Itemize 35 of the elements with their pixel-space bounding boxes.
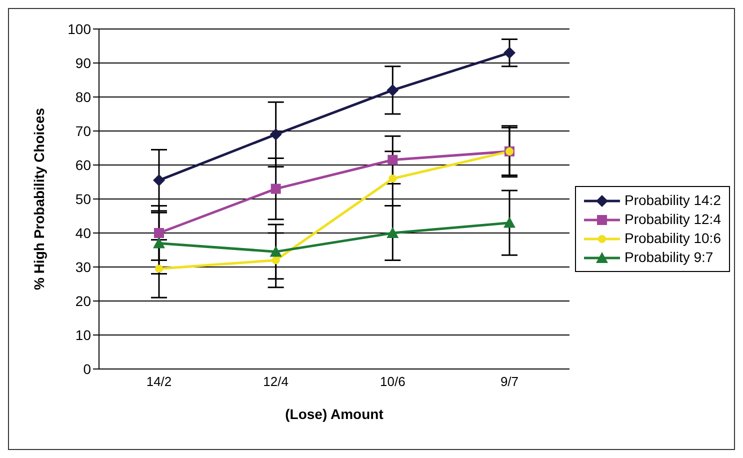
y-tick-label: 50 (75, 190, 92, 207)
point (388, 174, 397, 183)
legend-label: Probability 9:7 (624, 248, 714, 267)
y-tick-label: 60 (75, 156, 92, 173)
point (155, 264, 163, 273)
x-tick-label: 14/2 (146, 374, 172, 390)
point (503, 46, 516, 59)
y-tick-label: 70 (75, 122, 92, 139)
point (270, 128, 282, 140)
point (153, 174, 165, 186)
legend-label: Probability 14:2 (624, 191, 721, 210)
x-tick-label: 12/4 (263, 374, 288, 390)
legend-label: Probability 12:4 (624, 210, 721, 229)
x-axis-title: (Lose) Amount (285, 406, 384, 422)
y-tick-label: 80 (75, 88, 92, 105)
point (272, 256, 280, 264)
point (503, 216, 516, 228)
x-tick-label: 10/6 (380, 374, 406, 390)
point (270, 246, 282, 257)
y-tick-label: 30 (75, 258, 92, 275)
y-axis-title: % High Probability Choices (30, 108, 47, 290)
y-tick-label: 0 (83, 360, 92, 377)
y-tick-label: 90 (75, 54, 92, 71)
y-tick-label: 40 (75, 224, 92, 241)
point (386, 227, 399, 238)
point (386, 84, 399, 96)
y-tick-label: 10 (75, 326, 92, 343)
point (154, 228, 164, 238)
legend-label: Probability 10:6 (624, 229, 721, 248)
point (153, 237, 165, 248)
y-tick-label: 20 (75, 292, 92, 309)
point (388, 154, 398, 165)
point (270, 184, 281, 194)
y-tick-label: 100 (68, 20, 92, 37)
x-tick-label: 9/7 (500, 374, 519, 390)
